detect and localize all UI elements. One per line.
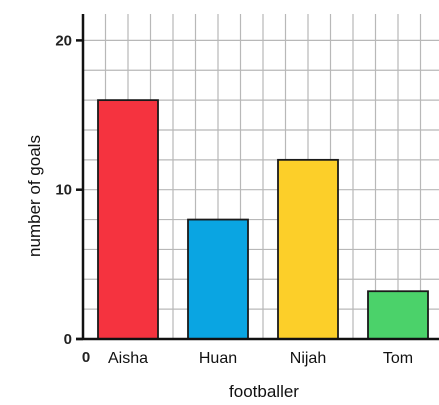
category-label-huan: Huan [199,350,237,367]
bar-tom [367,290,429,340]
y-tick-label: 0 [64,331,72,348]
x-origin-label: 0 [82,349,90,366]
y-axis-title: number of goals [25,135,44,257]
category-label-tom: Tom [383,350,413,367]
tick-labels: Aisha Huan Nijah Tom 0 10 20 [55,32,413,367]
bar-huan [187,218,249,340]
axes [76,14,439,341]
bar-aisha [97,99,159,340]
category-label-aisha: Aisha [108,350,148,367]
category-label-nijah: Nijah [290,350,326,367]
bar-nijah [277,158,339,340]
y-tick-label: 20 [55,32,72,49]
y-tick-label: 10 [55,182,72,199]
x-axis-title: footballer [229,382,299,401]
